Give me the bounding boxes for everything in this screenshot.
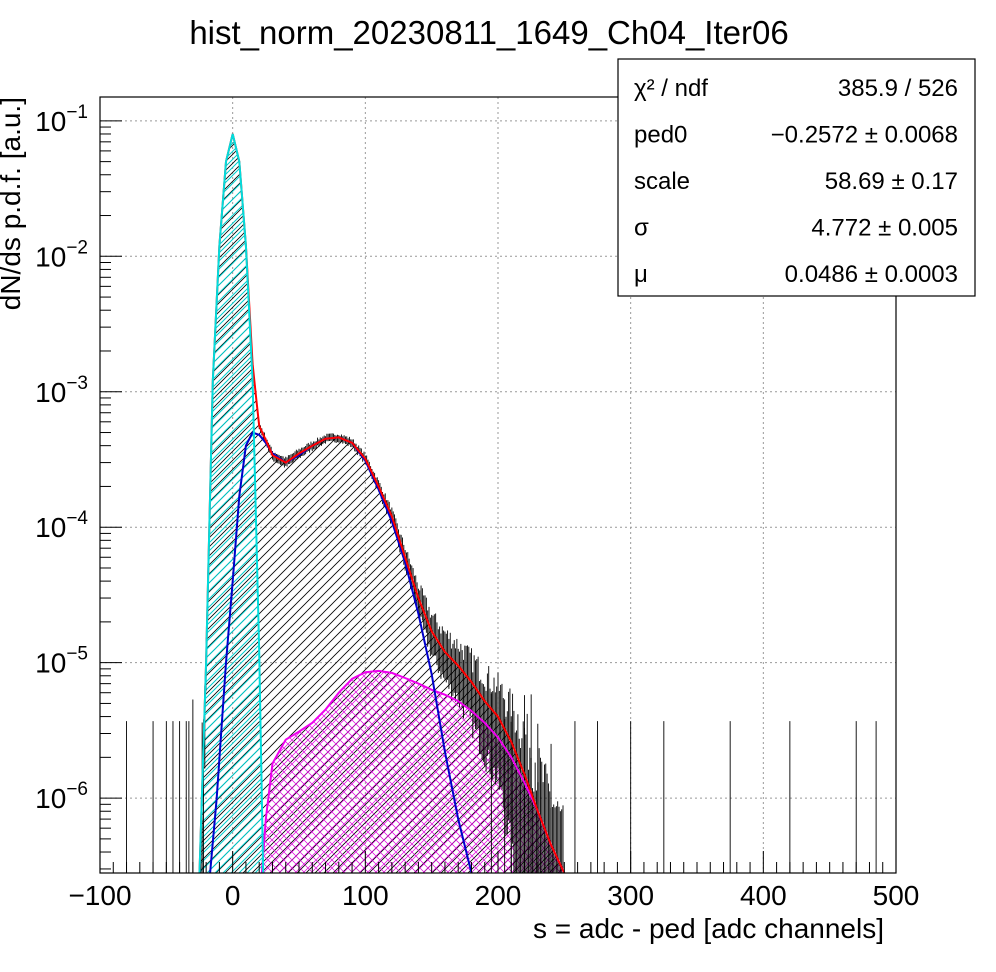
- x-tick-label: 400: [740, 880, 787, 911]
- x-tick-label: −100: [68, 880, 131, 911]
- y-axis-title: dN/ds p.d.f. [a.u.]: [0, 97, 26, 310]
- stats-param-value: −0.2572 ± 0.0068: [771, 122, 958, 149]
- stats-param-value: 0.0486 ± 0.0003: [785, 261, 958, 288]
- stats-param-name: σ: [634, 215, 649, 242]
- y-tick-label: 10−5: [35, 644, 88, 679]
- x-tick-label: 300: [607, 880, 654, 911]
- x-tick-label: 500: [873, 880, 920, 911]
- stats-param-value: 58.69 ± 0.17: [825, 168, 958, 195]
- stats-param-name: ped0: [634, 122, 687, 149]
- chart-title: hist_norm_20230811_1649_Ch04_Iter06: [189, 14, 788, 51]
- y-tick-label: 10−4: [35, 508, 88, 543]
- y-tick-label: 10−2: [35, 237, 88, 272]
- y-tick-label: 10−1: [35, 102, 88, 137]
- stats-param-value: 4.772 ± 0.005: [811, 215, 958, 242]
- stats-param-name: μ: [634, 261, 648, 288]
- stats-param-name: χ² / ndf: [634, 75, 708, 102]
- y-tick-label: 10−3: [35, 373, 88, 408]
- y-tick-label: 10−6: [35, 779, 88, 814]
- fit-stats-box: χ² / ndf 385.9 / 526 ped0 −0.2572 ± 0.0068 s…: [618, 59, 975, 296]
- x-tick-label: 200: [475, 880, 522, 911]
- x-axis-title: s = adc - ped [adc channels]: [533, 913, 884, 944]
- stats-param-name: scale: [634, 168, 690, 195]
- x-tick-label: 100: [342, 880, 389, 911]
- x-tick-label: 0: [225, 880, 241, 911]
- stats-param-value: 385.9 / 526: [838, 75, 958, 102]
- y-axis: 10−1 10−2 10−3 10−4 10−5 10−6: [35, 102, 122, 869]
